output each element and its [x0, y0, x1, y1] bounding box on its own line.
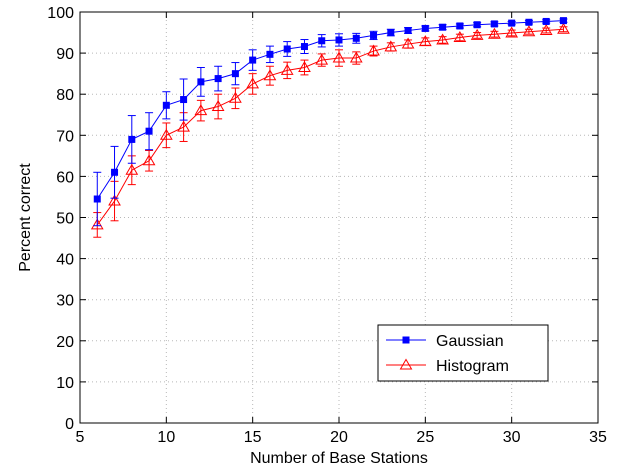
gaussian-point	[318, 37, 326, 45]
y-tick-label: 20	[56, 334, 74, 351]
y-tick-label: 10	[56, 375, 74, 392]
x-tick-label: 35	[589, 429, 607, 446]
histogram-point	[159, 128, 173, 140]
histogram-point	[453, 30, 467, 42]
legend-label: Histogram	[436, 358, 509, 375]
gaussian-point	[145, 127, 153, 135]
gaussian-point	[352, 34, 360, 42]
plot-frame	[79, 11, 599, 424]
histogram-point	[280, 63, 294, 75]
series-gaussian	[93, 17, 568, 227]
y-axis-label: Percent correct	[17, 163, 34, 272]
histogram-point	[211, 100, 225, 112]
histogram-point	[367, 44, 380, 56]
gaussian-point	[180, 96, 188, 104]
histogram-point	[488, 27, 501, 39]
histogram-point	[557, 22, 570, 34]
histogram-point	[246, 77, 260, 89]
gaussian-point	[197, 78, 205, 86]
histogram-point	[90, 218, 104, 230]
histogram-point	[229, 91, 242, 103]
series-layer	[90, 17, 570, 238]
gaussian-point	[456, 22, 464, 30]
gaussian-point	[266, 50, 274, 58]
histogram-point	[108, 194, 121, 206]
legend-entry-histogram: Histogram	[386, 358, 509, 375]
gaussian-point	[525, 18, 533, 26]
gaussian-point	[490, 20, 498, 28]
gaussian-point	[93, 195, 101, 203]
gaussian-point	[128, 135, 136, 143]
y-tick-label: 100	[47, 5, 74, 22]
histogram-point	[125, 163, 139, 175]
histogram-point	[384, 40, 398, 52]
y-tick-label: 70	[56, 128, 74, 145]
gaussian-point	[214, 75, 222, 83]
histogram-point	[436, 33, 449, 45]
gaussian-point	[335, 36, 343, 44]
legend: Gaussian Histogram	[377, 324, 549, 382]
gaussian-point	[439, 23, 447, 31]
y-tick-label: 90	[56, 46, 74, 63]
legend-swatch-marker	[399, 358, 413, 370]
histogram-point	[418, 35, 432, 47]
histogram-point	[470, 28, 484, 40]
x-tick-label: 10	[157, 429, 175, 446]
gaussian-point	[473, 21, 481, 29]
gaussian-point	[421, 24, 429, 32]
histogram-point	[349, 51, 363, 63]
histogram-point	[194, 104, 208, 116]
x-tick-label: 30	[503, 429, 521, 446]
histogram-point	[142, 154, 156, 166]
x-tick-label: 5	[76, 429, 85, 446]
gaussian-point	[111, 168, 119, 176]
legend-entries: Gaussian Histogram	[386, 333, 509, 375]
y-tick-label: 50	[56, 211, 74, 228]
legend-entry-gaussian: Gaussian	[386, 333, 504, 350]
gaussian-point	[387, 29, 395, 37]
x-axis-label: Number of Base Stations	[250, 450, 428, 467]
gaussian-point	[542, 17, 550, 25]
series-histogram	[90, 22, 570, 238]
legend-swatch-marker	[402, 336, 410, 344]
gaussian-line	[96, 20, 564, 200]
y-tick-label: 80	[56, 87, 74, 104]
histogram-point	[263, 69, 277, 81]
gaussian-point	[508, 19, 516, 27]
gaussian-point	[283, 45, 291, 53]
histogram-point	[522, 25, 536, 37]
histogram-point	[177, 120, 190, 132]
y-tick-label: 40	[56, 252, 74, 269]
tick-layer: 5 10 15 20 25 30 35 0 10 20 30 40 50 60 70 80 90 100	[47, 5, 607, 446]
histogram-point	[401, 37, 415, 49]
gaussian-point	[231, 70, 239, 78]
x-tick-label: 15	[244, 429, 262, 446]
legend-label: Gaussian	[436, 333, 504, 350]
histogram-point	[539, 23, 553, 35]
gaussian-point	[162, 101, 170, 109]
y-tick-label: 60	[56, 169, 74, 186]
histogram-line	[96, 28, 564, 226]
x-tick-label: 25	[416, 429, 434, 446]
histogram-point	[505, 26, 519, 38]
gaussian-point	[559, 17, 567, 25]
gaussian-point	[404, 26, 412, 34]
y-tick-label: 30	[56, 293, 74, 310]
x-tick-label: 20	[330, 429, 348, 446]
histogram-point	[315, 53, 329, 65]
legend-box	[377, 324, 549, 382]
histogram-point	[298, 60, 311, 72]
histogram-point	[332, 51, 346, 63]
gaussian-point	[300, 43, 308, 51]
gaussian-point	[249, 56, 257, 64]
y-tick-label: 0	[65, 416, 74, 433]
gaussian-point	[370, 31, 378, 39]
